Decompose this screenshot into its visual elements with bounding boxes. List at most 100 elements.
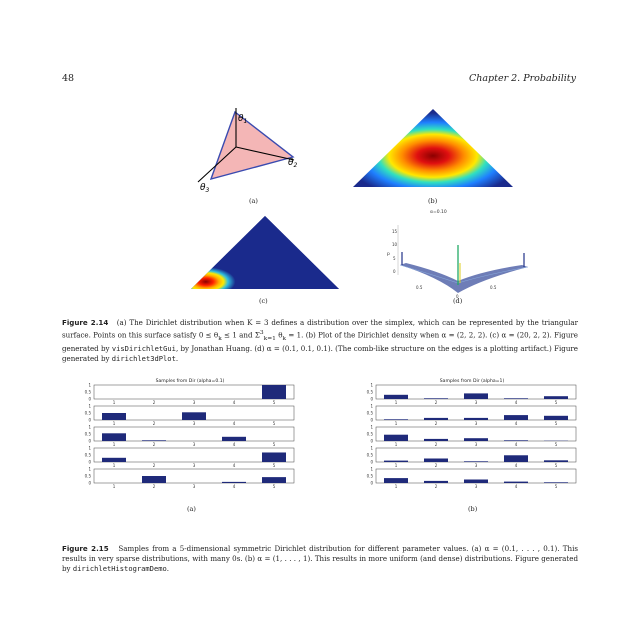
histogram-bar bbox=[384, 394, 408, 399]
histogram-bar bbox=[262, 477, 286, 483]
histogram-bar bbox=[504, 455, 528, 462]
z-tick-15: 15 bbox=[392, 229, 398, 234]
histogram-bar bbox=[102, 413, 126, 420]
histogram-bar bbox=[384, 460, 408, 462]
panel-title: Samples from Dir (alpha=0.1) bbox=[156, 378, 225, 384]
x-tick-label: 4 bbox=[233, 421, 236, 426]
y-tick-label: 0.5 bbox=[85, 411, 92, 416]
histogram-bar bbox=[504, 481, 528, 483]
x-tick-label: 4 bbox=[233, 400, 236, 405]
x-tick-label: 5 bbox=[273, 421, 276, 426]
x-tick-label: 5 bbox=[555, 400, 558, 405]
running-header: Chapter 2. Probability bbox=[469, 73, 576, 84]
histogram-bar bbox=[424, 398, 448, 399]
fig214-label-c: (c) bbox=[259, 297, 268, 305]
y-tick-label: 0 bbox=[88, 460, 91, 465]
histogram-bar bbox=[142, 476, 166, 483]
y-tick-label: 1 bbox=[88, 383, 91, 388]
y-tick-label: 0 bbox=[88, 439, 91, 444]
histogram-bar bbox=[222, 436, 246, 441]
histogram-bar bbox=[384, 434, 408, 441]
x-tick-label: 3 bbox=[475, 463, 478, 468]
fig215-caption: Figure 2.15 Samples from a 5-dimensional… bbox=[62, 544, 579, 573]
histogram-bar bbox=[464, 461, 488, 462]
theta3-label: θ3 bbox=[200, 183, 210, 194]
density-plot-c bbox=[191, 216, 339, 289]
z-tick-10: 10 bbox=[392, 242, 398, 247]
z-tick-5: 5 bbox=[393, 256, 396, 261]
x-tick-label: 4 bbox=[233, 484, 236, 489]
theta2-label: θ2 bbox=[288, 158, 298, 169]
x-tick-label: 2 bbox=[435, 400, 438, 405]
code-dirichletHistogramDemo: dirichletHistogramDemo bbox=[72, 564, 167, 573]
histogram-bar bbox=[424, 458, 448, 462]
y-tick-label: 1 bbox=[88, 425, 91, 430]
fig215-label-b: (b) bbox=[468, 505, 478, 513]
x-tick-c: 0 bbox=[456, 294, 459, 299]
fig214-label-a: (a) bbox=[249, 197, 258, 205]
x-tick-label: 1 bbox=[395, 400, 398, 405]
x-tick-label: 1 bbox=[113, 421, 116, 426]
fig215-label-a: (a) bbox=[187, 505, 196, 513]
caption-label: Figure 2.15 bbox=[62, 544, 109, 553]
y-tick-label: 0 bbox=[370, 460, 373, 465]
x-tick-label: 3 bbox=[193, 484, 196, 489]
y-tick-label: 0 bbox=[88, 481, 91, 486]
x-tick-label: 5 bbox=[273, 484, 276, 489]
code-dirichlet3dPlot: dirichlet3dPlot bbox=[111, 353, 176, 363]
page-number: 48 bbox=[62, 73, 75, 84]
x-tick-label: 3 bbox=[193, 463, 196, 468]
y-tick-label: 1 bbox=[88, 467, 91, 472]
y-tick-label: 1 bbox=[370, 467, 373, 472]
x-tick-label: 2 bbox=[153, 400, 156, 405]
caption-label: Figure 2.14 bbox=[62, 318, 109, 327]
axis-theta3 bbox=[197, 146, 237, 183]
theta1-label: θ1 bbox=[238, 114, 247, 125]
histogram-bar bbox=[464, 479, 488, 483]
x-tick-label: 5 bbox=[555, 442, 558, 447]
y-tick-label: 1 bbox=[88, 446, 91, 451]
panel-title: Samples from Dir (alpha=1) bbox=[440, 378, 505, 384]
subplot-frame bbox=[93, 468, 295, 484]
x-tick-label: 2 bbox=[153, 484, 156, 489]
histogram-bar bbox=[544, 396, 568, 399]
fig214-caption: Figure 2.14 (a) The Dirichlet distributi… bbox=[62, 318, 579, 363]
x-tick-label: 3 bbox=[193, 400, 196, 405]
code-visDirichletGui: visDirichletGui bbox=[111, 343, 176, 353]
y-tick-label: 0 bbox=[370, 481, 373, 486]
x-tick-label: 3 bbox=[475, 484, 478, 489]
x-tick-label: 1 bbox=[395, 463, 398, 468]
simplex-diagram: θ1 θ2 θ3 bbox=[197, 108, 298, 194]
histogram-bar bbox=[424, 480, 448, 483]
histogram-panel-a: Samples from Dir (alpha=0.1) 0 0.5 1 1 2 3 4 5 0 0… bbox=[85, 378, 295, 489]
histogram-bar bbox=[544, 460, 568, 462]
y-tick-label: 1 bbox=[88, 404, 91, 409]
y-tick-label: 1 bbox=[370, 383, 373, 388]
histogram-bar bbox=[262, 452, 286, 462]
x-tick-label: 1 bbox=[113, 484, 116, 489]
x-tick-label: 5 bbox=[555, 421, 558, 426]
x-tick-label: 1 bbox=[395, 484, 398, 489]
x-tick-label: 5 bbox=[555, 484, 558, 489]
y-tick-label: 0.5 bbox=[367, 432, 374, 437]
x-tick-label: 2 bbox=[153, 442, 156, 447]
x-tick-label: 2 bbox=[435, 463, 438, 468]
subplot-frame bbox=[93, 426, 295, 442]
histogram-bar bbox=[182, 412, 206, 420]
x-tick-label: 1 bbox=[395, 442, 398, 447]
y-tick-label: 0.5 bbox=[85, 474, 92, 479]
x-tick-label: 3 bbox=[193, 442, 196, 447]
y-tick-label: 0 bbox=[370, 418, 373, 423]
histogram-bar bbox=[424, 438, 448, 441]
y-tick-label: 0.5 bbox=[85, 390, 92, 395]
subplot-frame bbox=[93, 447, 295, 463]
y-tick-label: 0.5 bbox=[367, 390, 374, 395]
x-tick-label: 2 bbox=[435, 442, 438, 447]
x-tick-label: 3 bbox=[475, 400, 478, 405]
x-tick-label: 4 bbox=[515, 400, 518, 405]
x-tick-label: 4 bbox=[515, 421, 518, 426]
axis-theta2 bbox=[235, 146, 295, 161]
histogram-bar bbox=[102, 457, 126, 462]
histogram-bar bbox=[544, 415, 568, 420]
histogram-bar bbox=[504, 440, 528, 441]
